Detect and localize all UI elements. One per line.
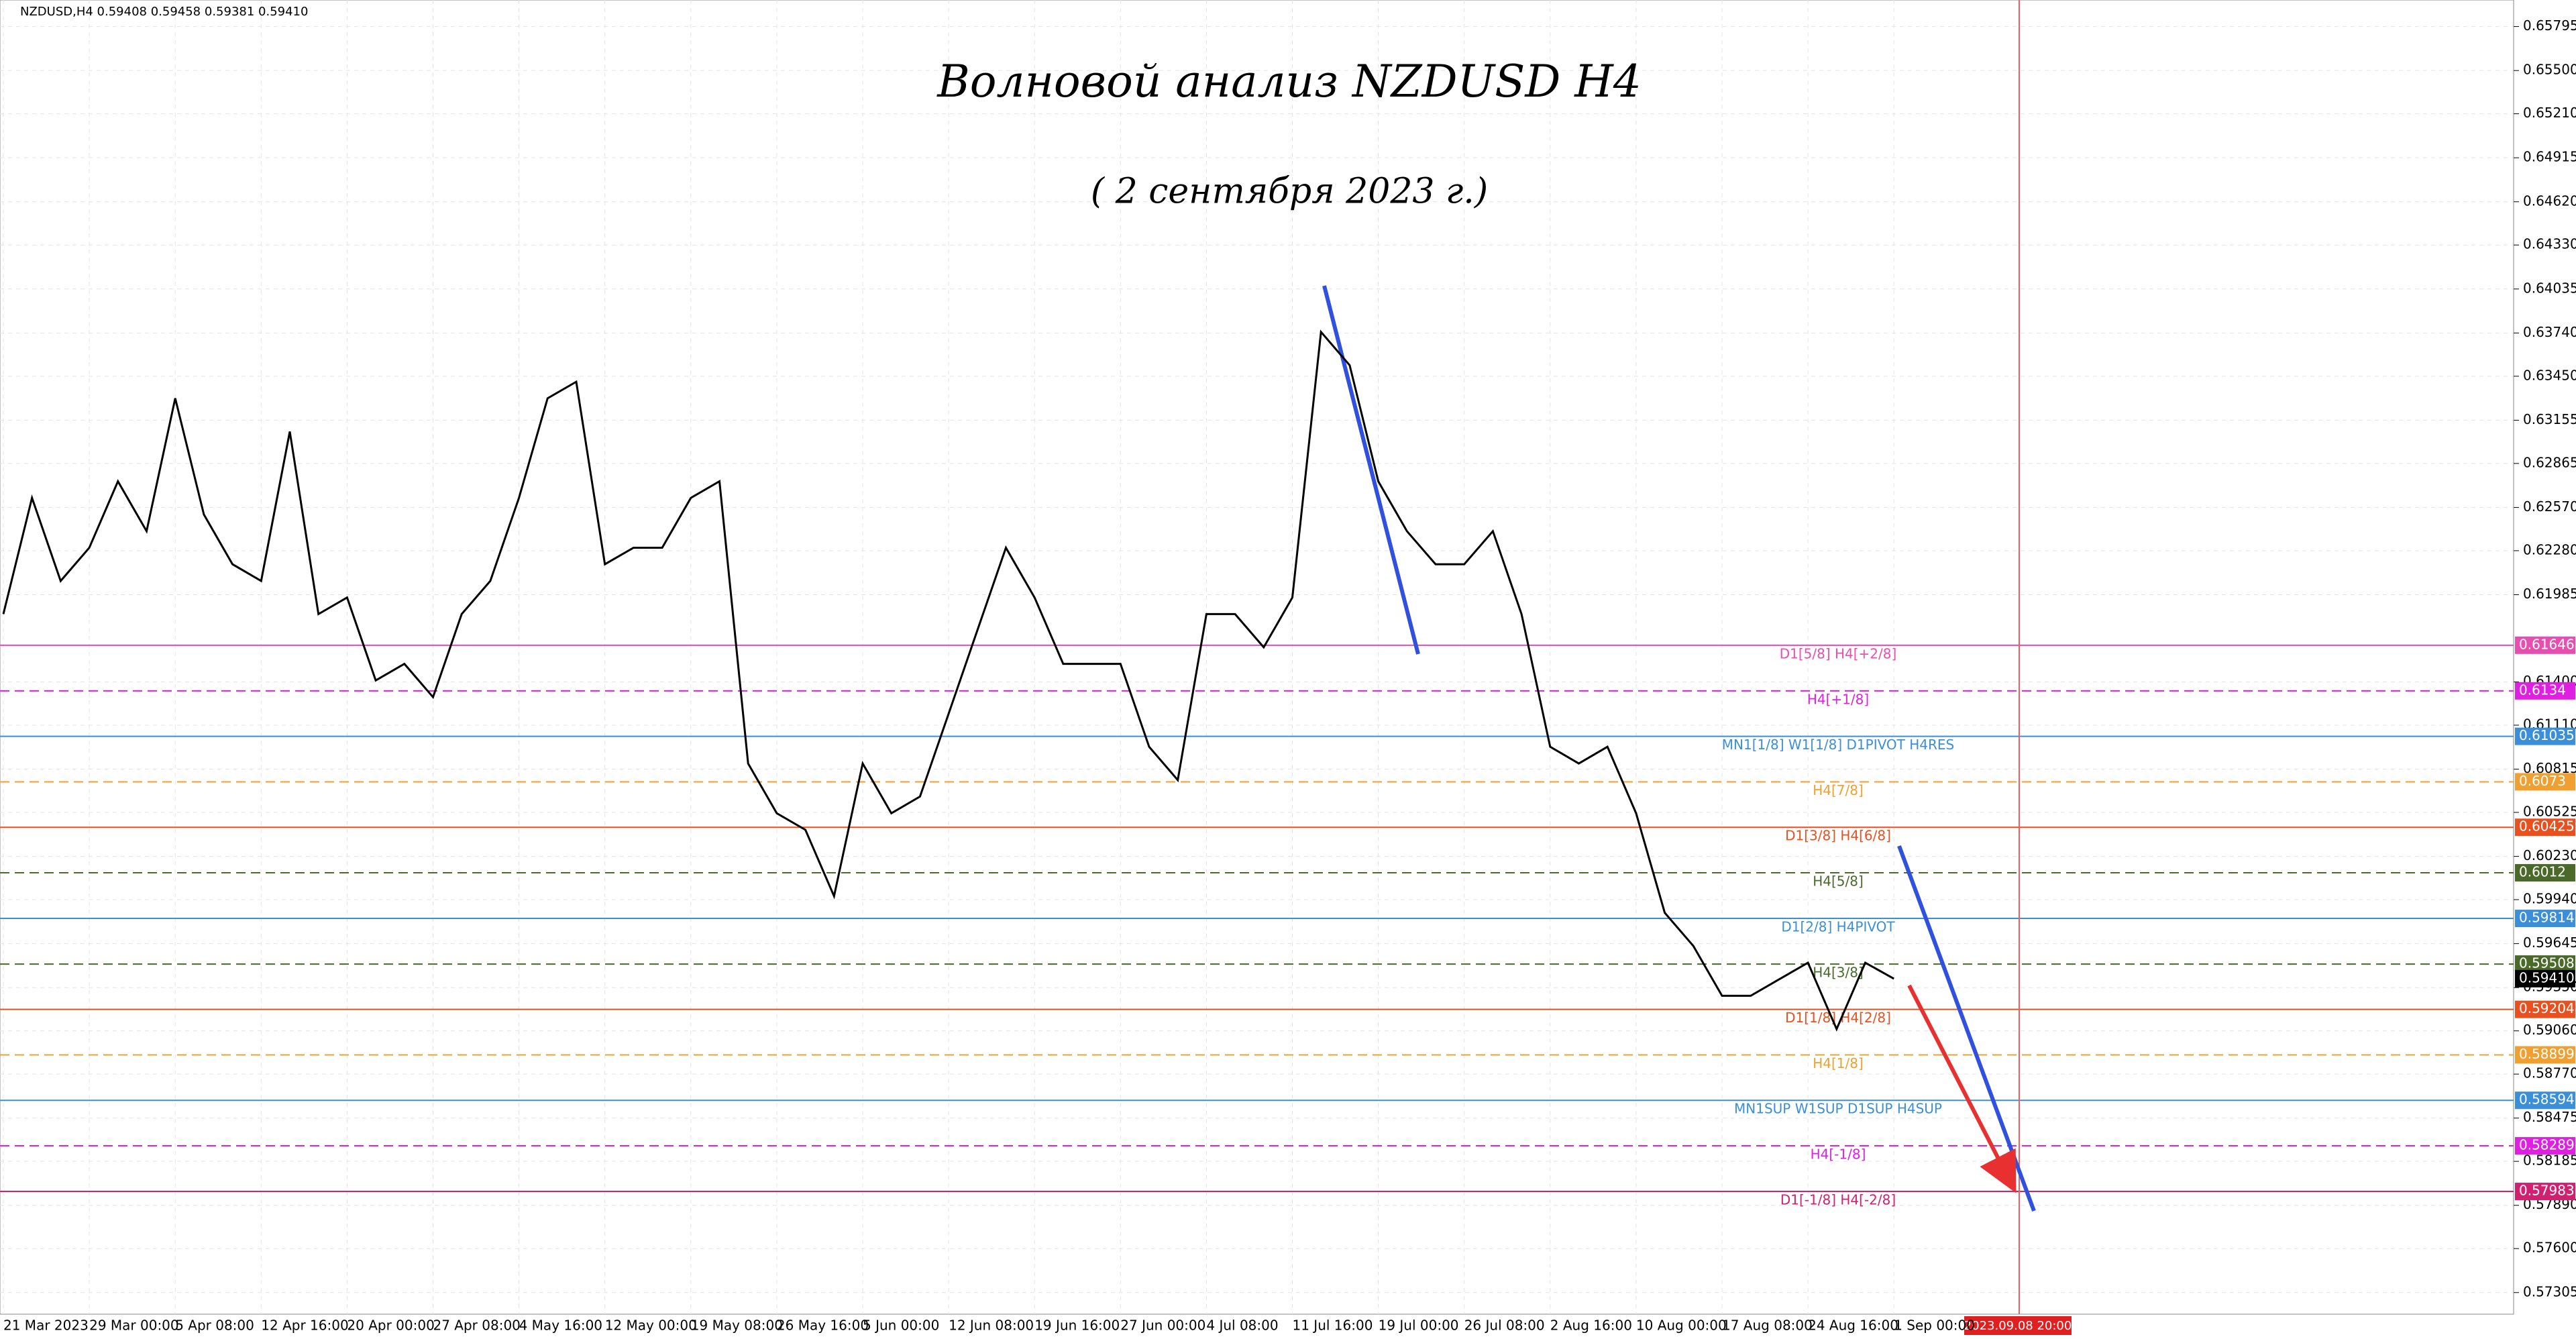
price-tag-label: 0.60425 [2519,818,2575,835]
current-price-label: 0.59410 [2519,969,2575,985]
level-label: MN1SUP W1SUP D1SUP H4SUP [1734,1101,1942,1117]
level-label: H4[7/8] [1813,782,1864,798]
price-tag [2515,773,2575,791]
level-label: MN1[1/8] W1[1/8] D1PIVOT H4RES [1722,737,1954,753]
price-tag [2515,1091,2575,1110]
price-tag [2515,955,2575,973]
y-tick-label: 0.60525 [2523,804,2576,820]
price-tag [2515,727,2575,745]
x-tick-label: 19 Jul 00:00 [1379,1318,1459,1334]
x-tick-label: 19 May 08:00 [691,1318,783,1334]
y-tick-label: 0.63740 [2523,324,2576,340]
y-tick-label: 0.64620 [2523,193,2576,209]
price-tag-label: 0.58899 [2519,1046,2575,1062]
price-tag-label: 0.59508 [2519,955,2575,971]
x-tick-label: 12 May 00:00 [605,1318,697,1334]
price-tag [2515,1137,2575,1155]
y-tick-label: 0.63450 [2523,367,2576,383]
price-tag [2515,1183,2575,1201]
y-tick-label: 0.62570 [2523,498,2576,515]
level-label: D1[-1/8] H4[-2/8] [1780,1192,1896,1208]
price-tag-label: 0.58289 [2519,1137,2575,1153]
y-tick-label: 0.58185 [2523,1153,2576,1169]
y-tick-label: 0.58770 [2523,1065,2576,1081]
x-tick-label: 26 May 16:00 [777,1318,869,1334]
x-tick-label: 20 Apr 00:00 [347,1318,434,1334]
forecast-arrow [1907,984,2017,1193]
y-tick-label: 0.64035 [2523,280,2576,296]
y-tick-label: 0.59940 [2523,891,2576,907]
current-price-tag [2515,969,2575,987]
price-tag [2515,682,2575,700]
y-tick-label: 0.60230 [2523,847,2576,863]
y-tick-label: 0.65795 [2523,17,2576,34]
y-tick-label: 0.62865 [2523,454,2576,470]
price-tag [2515,864,2575,882]
y-tick-label: 0.65500 [2523,62,2576,78]
symbol-header: NZDUSD,H4 0.59408 0.59458 0.59381 0.5941… [20,5,308,19]
x-tick-label: 5 Apr 08:00 [175,1318,254,1334]
price-line [2,329,1894,1032]
y-tick-label: 0.59645 [2523,934,2576,951]
price-tag [2515,1000,2575,1018]
price-tag [2515,636,2575,654]
price-tag-label: 0.61646 [2519,636,2575,652]
y-tick-label: 0.65210 [2523,105,2576,121]
x-tick-label: 26 Jul 08:00 [1464,1318,1545,1334]
x-tick-label: 4 May 16:00 [519,1318,602,1334]
price-tag-label: 0.59204 [2519,1000,2575,1016]
price-tag [2515,818,2575,837]
time-marker-tag [1964,1316,2072,1335]
y-tick-label: 0.61985 [2523,586,2576,602]
y-tick-label: 0.63155 [2523,411,2576,427]
y-tick-label: 0.57600 [2523,1240,2576,1256]
plot-area [0,0,2514,1315]
x-tick-label: 10 Aug 00:00 [1636,1318,1727,1334]
x-tick-label: 19 Jun 16:00 [1034,1318,1120,1334]
price-tag [2515,1046,2575,1064]
y-tick-label: 0.58475 [2523,1109,2576,1125]
y-tick-label: 0.64915 [2523,149,2576,165]
price-tag-label: 0.6073 [2519,773,2566,789]
y-tick-label: 0.64330 [2523,236,2576,252]
x-tick-label: 12 Apr 16:00 [261,1318,348,1334]
chart-subtitle: ( 2 сентября 2023 г.) [1091,172,1488,212]
price-tag-label: 0.6012 [2519,864,2566,880]
x-tick-label: 2 Aug 16:00 [1550,1318,1632,1334]
layer [0,0,2514,1314]
x-tick-label: 4 Jul 08:00 [1206,1318,1278,1334]
wave-line [1322,285,1420,655]
price-tag-label: 0.6134 [2519,682,2566,698]
level-label: H4[1/8] [1813,1055,1864,1071]
price-tag-label: 0.58594 [2519,1091,2575,1108]
chart-title: Волновой анализ NZDUSD H4 [936,56,1642,107]
level-label: H4[3/8] [1813,965,1864,981]
x-tick-label: 5 Jun 00:00 [863,1318,939,1334]
price-tag-label: 0.61035 [2519,727,2575,743]
y-tick-label: 0.59060 [2523,1022,2576,1038]
x-tick-label: 27 Jun 00:00 [1120,1318,1205,1334]
x-tick-label: 24 Aug 16:00 [1808,1318,1898,1334]
price-tag-label: 0.59814 [2519,910,2575,926]
x-tick-label: 11 Jul 16:00 [1293,1318,1373,1334]
level-label: H4[5/8] [1813,873,1864,890]
level-label: H4[+1/8] [1807,691,1869,707]
price-tag [2515,910,2575,928]
x-tick-label: 27 Apr 08:00 [433,1318,521,1334]
level-label: D1[5/8] H4[+2/8] [1780,645,1897,661]
x-tick-label: 12 Jun 08:00 [949,1318,1034,1334]
x-tick-label: 29 Mar 00:00 [89,1318,179,1334]
level-label: H4[-1/8] [1811,1146,1866,1163]
x-tick-label: 17 Aug 08:00 [1722,1318,1813,1334]
x-tick-label: 1 Sep 00:00 [1894,1318,1975,1334]
x-tick-label: 21 Mar 2023 [3,1318,89,1334]
price-tag-label: 0.57983 [2519,1183,2575,1199]
level-label: D1[3/8] H4[6/8] [1785,828,1891,844]
y-tick-label: 0.62280 [2523,541,2576,557]
time-marker-label: 2023.09.08 20:00 [1964,1319,2072,1333]
y-tick-label: 0.57305 [2523,1283,2576,1299]
level-label: D1[2/8] H4PIVOT [1781,919,1895,935]
